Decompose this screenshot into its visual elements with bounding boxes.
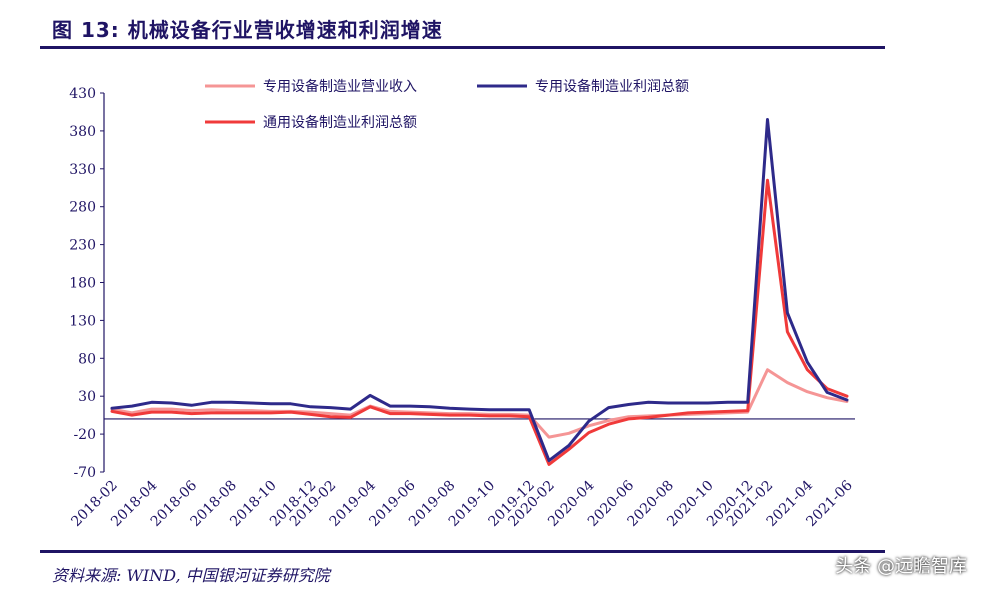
watermark: 头条 @远瞻智库: [835, 556, 967, 577]
figure-title: 图 13: 机械设备行业营收增速和利润增速: [52, 18, 443, 42]
y-tick-label: 130: [69, 313, 96, 329]
y-tick-label: -70: [73, 465, 96, 481]
series-line-2: [110, 118, 849, 463]
series-layer: [110, 118, 849, 466]
y-tick-label: 230: [69, 238, 96, 254]
series-line-3: [110, 178, 849, 466]
y-tick-label: -20: [73, 427, 96, 443]
y-tick-label: 180: [69, 276, 96, 292]
footer-rule: [40, 550, 885, 553]
y-tick-label: 280: [69, 200, 96, 216]
y-tick-label: 330: [69, 162, 96, 178]
title-rule: [40, 46, 885, 49]
legend-label-2: 专用设备制造业利润总额: [535, 78, 689, 95]
legend-label-3: 通用设备制造业利润总额: [263, 114, 417, 131]
legend-label-1: 专用设备制造业营业收入: [263, 78, 417, 95]
y-tick-label: 30: [78, 389, 96, 405]
chart-axes: 4303803302802301801308030-20-702018-0220…: [68, 86, 856, 530]
y-tick-label: 380: [69, 124, 96, 140]
source-note: 资料来源: WIND, 中国银河证券研究院: [52, 566, 330, 585]
y-tick-label: 430: [69, 86, 96, 102]
y-tick-label: 80: [78, 351, 96, 367]
